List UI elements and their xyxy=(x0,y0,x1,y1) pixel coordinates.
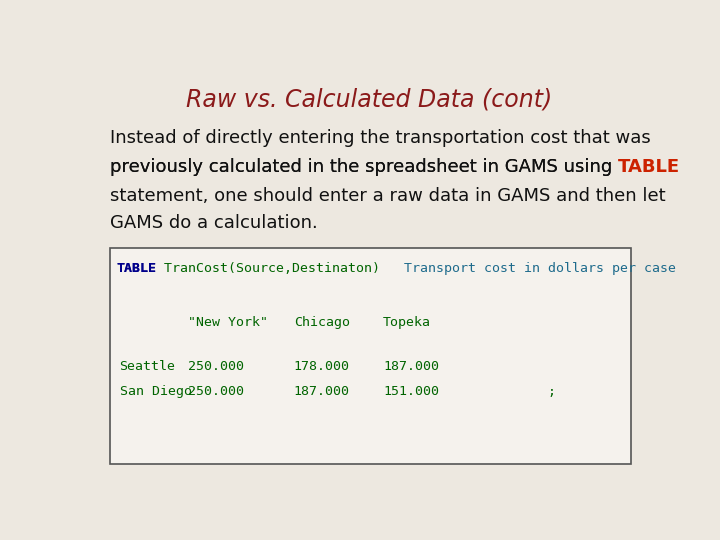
Text: 187.000: 187.000 xyxy=(383,360,439,373)
Text: ;: ; xyxy=(547,385,556,398)
Text: TranCost(Source,Destinaton): TranCost(Source,Destinaton) xyxy=(156,262,380,275)
Text: Chicago: Chicago xyxy=(294,316,350,329)
Text: Seattle: Seattle xyxy=(120,360,176,373)
Text: GAMS do a calculation.: GAMS do a calculation. xyxy=(109,214,318,233)
Text: previously calculated in the spreadsheet in GAMS using: previously calculated in the spreadsheet… xyxy=(109,158,618,177)
Text: statement, one should enter a raw data in GAMS and then let: statement, one should enter a raw data i… xyxy=(109,187,665,205)
Text: Instead of directly entering the transportation cost that was: Instead of directly entering the transpo… xyxy=(109,129,650,147)
Text: 187.000: 187.000 xyxy=(294,385,350,398)
Text: TABLE: TABLE xyxy=(618,158,680,177)
Text: Raw vs. Calculated Data (cont): Raw vs. Calculated Data (cont) xyxy=(186,87,552,112)
Text: Topeka: Topeka xyxy=(383,316,431,329)
Text: 178.000: 178.000 xyxy=(294,360,350,373)
Text: TABLE: TABLE xyxy=(116,262,156,275)
Text: Transport cost in dollars per case: Transport cost in dollars per case xyxy=(380,262,676,275)
Text: 250.000: 250.000 xyxy=(188,360,243,373)
Text: 250.000: 250.000 xyxy=(188,385,243,398)
Text: previously calculated in the spreadsheet in GAMS using: previously calculated in the spreadsheet… xyxy=(109,158,618,177)
Text: San Diego: San Diego xyxy=(120,385,192,398)
Text: TABLE: TABLE xyxy=(116,262,156,275)
FancyBboxPatch shape xyxy=(109,248,631,464)
Text: 151.000: 151.000 xyxy=(383,385,439,398)
Text: "New York": "New York" xyxy=(188,316,268,329)
